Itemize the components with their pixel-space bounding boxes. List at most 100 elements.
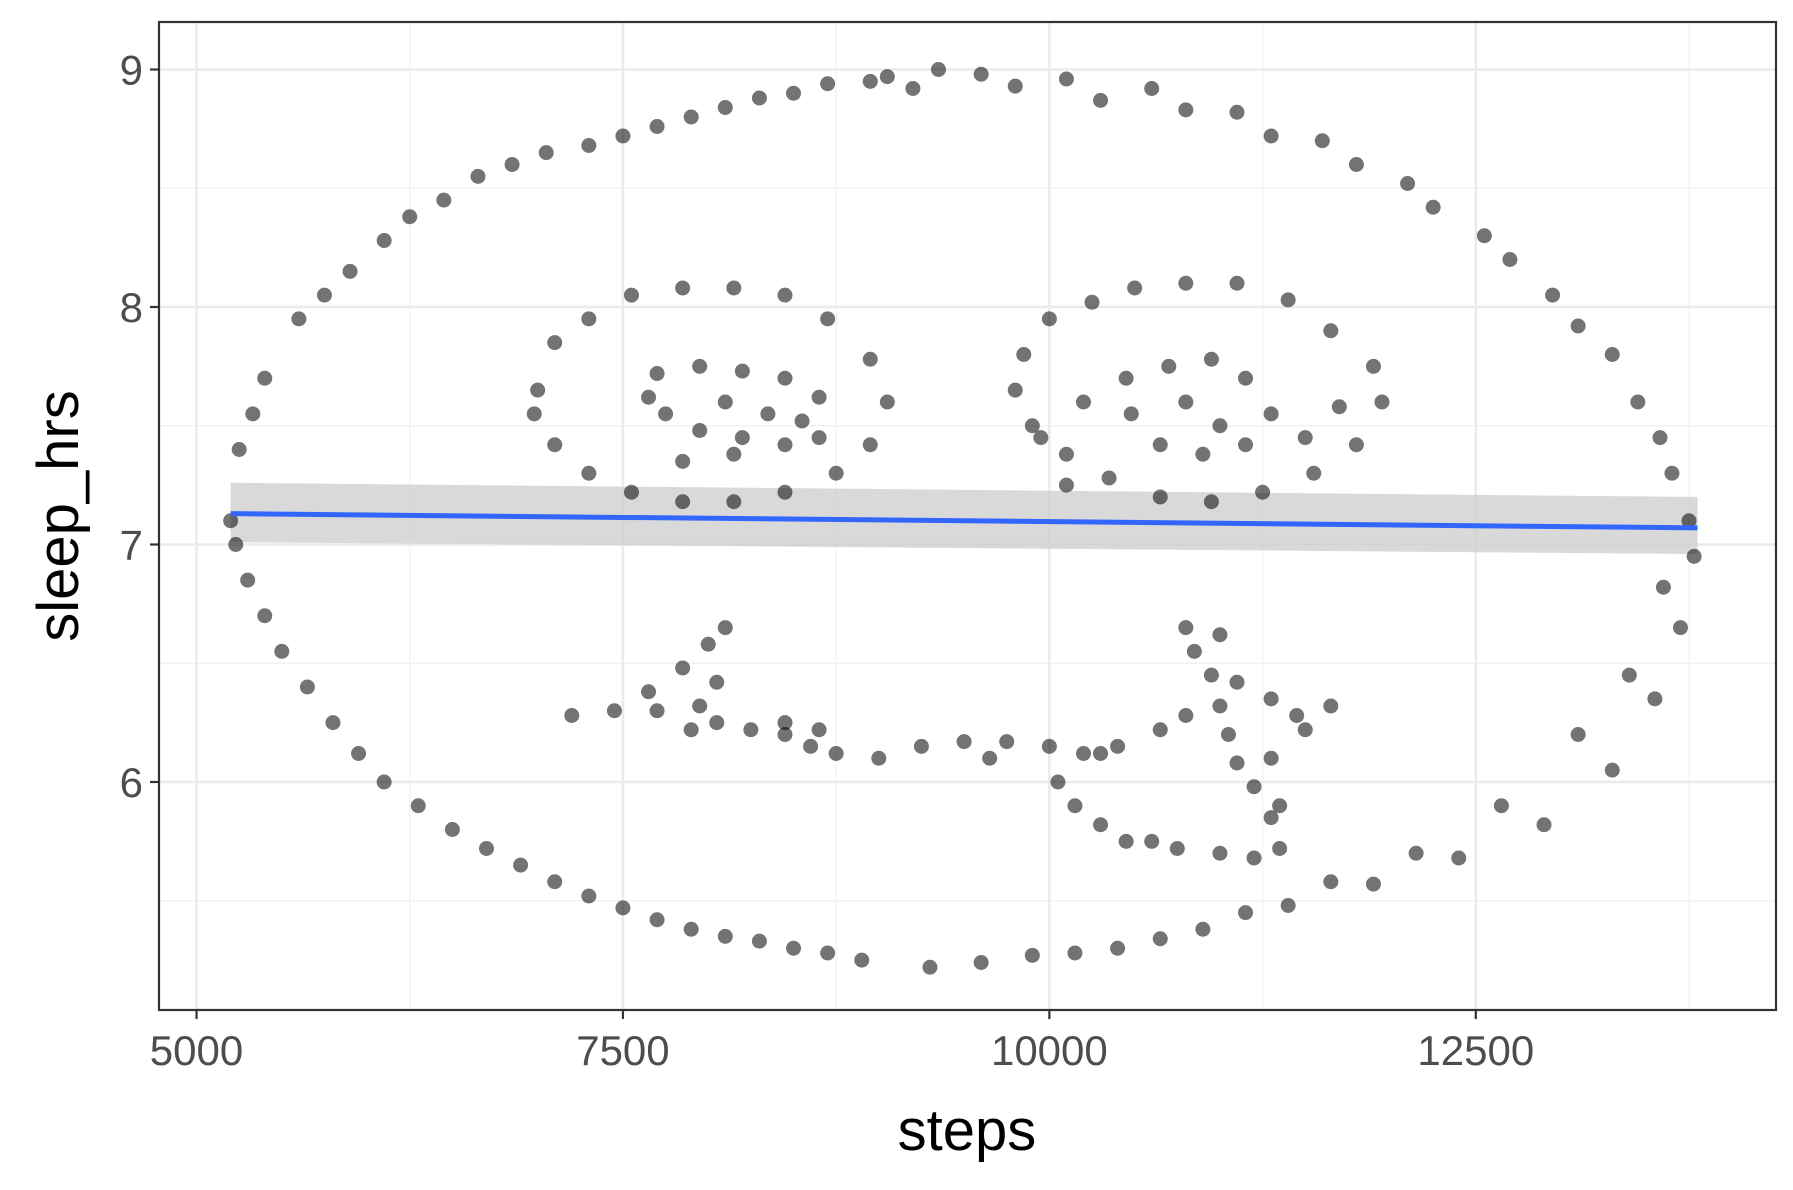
data-point [1144, 81, 1160, 96]
y-tick-label: 6 [120, 759, 143, 806]
data-point [777, 727, 793, 742]
data-point [1348, 437, 1364, 453]
data-point [1348, 157, 1364, 172]
data-point [1152, 931, 1168, 947]
data-point [1655, 579, 1671, 595]
data-point [811, 722, 827, 738]
data-point [1212, 627, 1228, 643]
data-point [1289, 708, 1305, 723]
data-point [777, 287, 793, 303]
data-point [649, 366, 665, 381]
data-point [1033, 430, 1049, 446]
data-point [1280, 292, 1296, 308]
data-point [1280, 898, 1296, 913]
x-axis-ticks: 5000 7500 10000 12500 [150, 1010, 1534, 1074]
data-point [999, 734, 1015, 750]
data-point [444, 822, 460, 837]
data-point [1400, 176, 1416, 191]
data-point [1203, 351, 1219, 367]
data-point [786, 940, 802, 956]
data-point [1075, 746, 1091, 761]
data-point [734, 430, 750, 446]
data-point [871, 750, 887, 766]
data-point [641, 684, 657, 700]
data-point [1178, 708, 1194, 723]
data-point [726, 446, 742, 462]
data-point [1306, 465, 1322, 481]
data-point [922, 959, 938, 975]
data-point [547, 335, 563, 351]
data-point [717, 928, 733, 944]
data-point [931, 62, 947, 77]
data-point [1212, 845, 1228, 861]
data-point [1621, 667, 1637, 683]
data-point [777, 370, 793, 386]
data-point [1203, 494, 1219, 510]
data-point [973, 955, 989, 970]
data-point [717, 620, 733, 636]
data-point [581, 311, 597, 327]
data-point [1545, 287, 1561, 303]
data-point [1263, 691, 1279, 707]
data-point [956, 734, 972, 750]
data-point [777, 484, 793, 500]
data-point [1058, 71, 1074, 87]
data-point [862, 73, 878, 89]
data-point [1570, 318, 1586, 334]
data-point [1238, 905, 1254, 921]
data-point [1118, 370, 1134, 386]
data-point [1451, 850, 1467, 866]
data-point [1212, 698, 1228, 714]
data-point [1238, 370, 1254, 386]
data-point [1058, 446, 1074, 462]
data-point [1672, 620, 1688, 636]
y-axis-ticks: 6 7 8 9 [120, 47, 159, 806]
data-point [1686, 548, 1702, 564]
data-point [820, 76, 836, 92]
data-point [675, 494, 691, 510]
data-point [1229, 275, 1245, 291]
data-point [1493, 798, 1509, 814]
data-point [1331, 399, 1347, 415]
trend-line [230, 511, 1698, 531]
data-point [1652, 430, 1668, 446]
data-point [245, 406, 261, 422]
data-point [257, 608, 273, 624]
data-point [1425, 199, 1441, 215]
data-point [1604, 762, 1620, 778]
data-point [1041, 311, 1057, 327]
data-point [820, 945, 836, 961]
data-point [786, 85, 802, 101]
data-point [376, 233, 392, 248]
y-tick-label: 8 [120, 284, 143, 331]
data-point [530, 382, 546, 398]
data-point [1110, 738, 1126, 754]
panel-border [157, 20, 1778, 1012]
data-point [803, 738, 819, 754]
data-point [905, 81, 921, 96]
data-point [1323, 874, 1339, 890]
data-point [751, 933, 767, 949]
data-point [692, 423, 708, 438]
data-point [1195, 446, 1211, 462]
data-point [913, 738, 929, 754]
data-point [1365, 876, 1381, 892]
data-point [675, 280, 691, 296]
data-point [1374, 394, 1390, 410]
data-point [1263, 128, 1279, 144]
data-point [1263, 810, 1279, 826]
data-point [854, 952, 870, 968]
data-point [743, 722, 759, 738]
data-point [1229, 104, 1245, 120]
trend-line-layer [230, 511, 1698, 531]
data-point [794, 413, 810, 429]
data-point [1502, 252, 1518, 267]
data-point [581, 888, 597, 904]
data-point [1229, 755, 1245, 771]
data-point [1007, 382, 1023, 398]
data-point [1476, 228, 1492, 244]
data-point [811, 430, 827, 446]
data-point [581, 465, 597, 481]
data-point [683, 921, 699, 937]
